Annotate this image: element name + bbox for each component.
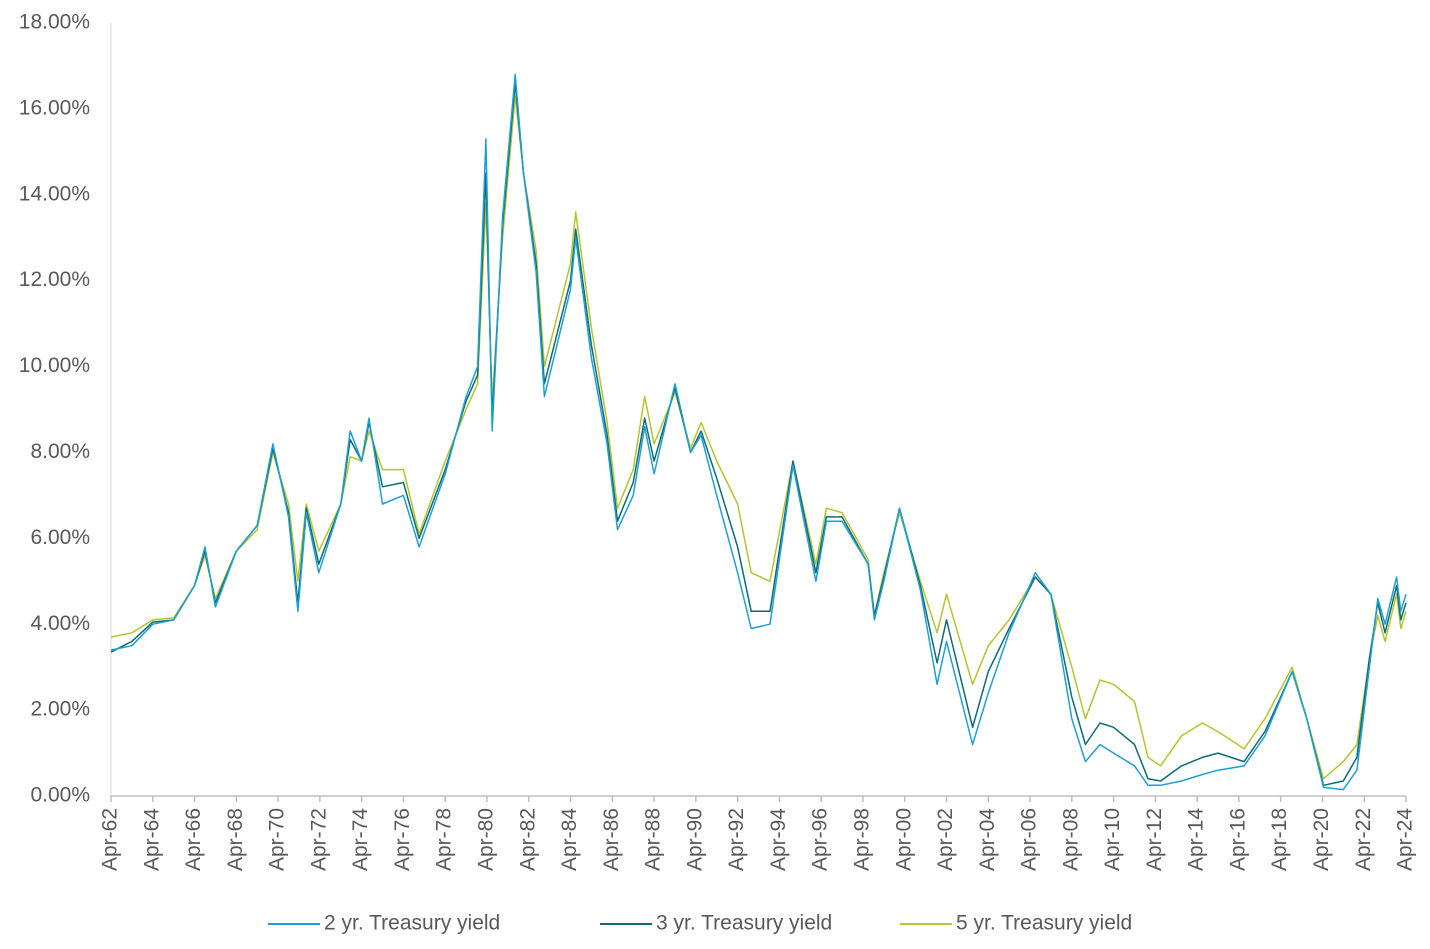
- x-tick-label: Apr-78: [433, 808, 456, 871]
- x-tick-label: Apr-84: [558, 808, 581, 871]
- x-tick-label: Apr-00: [892, 808, 915, 871]
- series-line: [110, 82, 1407, 787]
- x-tick-label: Apr-16: [1226, 808, 1249, 871]
- x-tick-label: Apr-04: [976, 808, 999, 871]
- series-line: [110, 73, 1407, 791]
- x-tick-label: Apr-82: [516, 808, 539, 871]
- x-tick-label: Apr-22: [1352, 808, 1375, 871]
- x-tick-label: Apr-12: [1143, 808, 1166, 871]
- x-tick-label: Apr-14: [1185, 808, 1208, 871]
- x-tick-label: Apr-88: [642, 808, 665, 871]
- legend-label: 5 yr. Treasury yield: [956, 912, 1132, 935]
- x-tick-label: Apr-68: [224, 808, 247, 871]
- x-tick-label: Apr-80: [475, 808, 498, 871]
- x-tick-label: Apr-86: [600, 808, 623, 871]
- x-tick-label: Apr-96: [809, 808, 832, 871]
- x-tick-label: Apr-08: [1059, 808, 1082, 871]
- x-tick-label: Apr-64: [140, 808, 163, 871]
- x-tick-label: Apr-10: [1101, 808, 1124, 871]
- y-tick-label: 2.00%: [30, 698, 90, 721]
- x-tick-label: Apr-62: [99, 808, 122, 871]
- series-line: [110, 95, 1407, 780]
- x-tick-label: Apr-92: [725, 808, 748, 871]
- legend-label: 3 yr. Treasury yield: [656, 912, 832, 935]
- x-tick-label: Apr-24: [1394, 808, 1417, 871]
- x-tick-label: Apr-70: [266, 808, 289, 871]
- x-tick-label: Apr-66: [182, 808, 205, 871]
- x-tick-label: Apr-20: [1310, 808, 1333, 871]
- x-tick-label: Apr-98: [850, 808, 873, 871]
- y-tick-label: 16.00%: [19, 96, 90, 119]
- y-tick-label: 8.00%: [30, 440, 90, 463]
- x-tick-label: Apr-76: [391, 808, 414, 871]
- legend-label: 2 yr. Treasury yield: [324, 912, 500, 935]
- x-tick-label: Apr-72: [307, 808, 330, 871]
- x-tick-label: Apr-18: [1268, 808, 1291, 871]
- x-tick-label: Apr-94: [767, 808, 790, 871]
- y-tick-label: 4.00%: [30, 612, 90, 635]
- x-tick-label: Apr-90: [683, 808, 706, 871]
- y-tick-label: 6.00%: [30, 526, 90, 549]
- y-tick-label: 0.00%: [30, 784, 90, 807]
- y-tick-label: 18.00%: [19, 11, 90, 34]
- y-tick-label: 14.00%: [19, 182, 90, 205]
- x-tick-label: Apr-06: [1018, 808, 1041, 871]
- x-tick-label: Apr-02: [934, 808, 957, 871]
- y-tick-label: 10.00%: [19, 354, 90, 377]
- y-tick-label: 12.00%: [19, 268, 90, 291]
- x-tick-label: Apr-74: [349, 808, 372, 871]
